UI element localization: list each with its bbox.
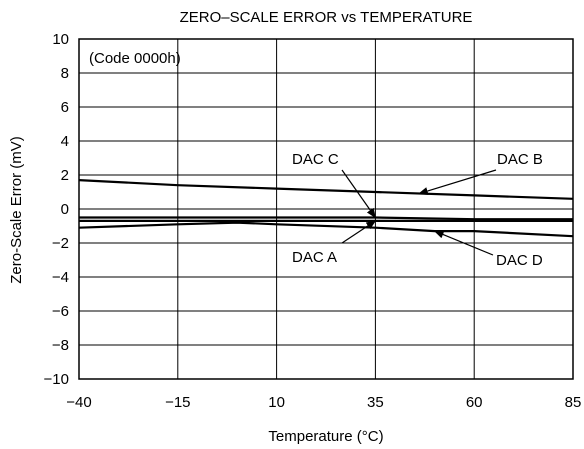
x-axis-label: Temperature (°C) (268, 428, 383, 445)
series-line-dac-c (79, 216, 573, 221)
y-tick-label: −8 (52, 337, 69, 354)
annotation-arrow-dac-b (417, 169, 497, 195)
y-tick-label: 2 (61, 167, 69, 184)
y-tick-labels: 10 8 6 4 2 0 −2 −4 −6 −8 −10 (44, 31, 69, 388)
x-tick-label: 10 (268, 394, 285, 411)
annotation-label-dac-b: DAC B (497, 151, 543, 168)
y-tick-label: 0 (61, 201, 69, 218)
annotation-label-dac-a: DAC A (292, 249, 337, 266)
y-axis-label: Zero-Scale Error (mV) (8, 136, 25, 284)
series-line-dac-d (78, 221, 574, 238)
y-tick-label: 8 (61, 65, 69, 82)
y-tick-label: 4 (61, 133, 69, 150)
series-lines (78, 179, 574, 238)
x-tick-labels: −40 −15 10 35 60 85 (66, 394, 581, 411)
x-tick-label: −15 (165, 394, 190, 411)
y-tick-label: −2 (52, 235, 69, 252)
annotation-arrow-dac-a (341, 220, 377, 244)
y-tick-label: 10 (52, 31, 69, 48)
y-tick-label: 6 (61, 99, 69, 116)
x-tick-label: 35 (367, 394, 384, 411)
y-tick-label: −6 (52, 303, 69, 320)
annotation-label-dac-d: DAC D (496, 252, 543, 269)
y-tick-label: −10 (44, 371, 69, 388)
code-note: (Code 0000h) (89, 50, 181, 67)
grid-lines (78, 38, 574, 380)
x-tick-label: −40 (66, 394, 91, 411)
annotation-label-dac-c: DAC C (292, 151, 339, 168)
x-tick-label: 85 (565, 394, 582, 411)
y-tick-label: −4 (52, 269, 69, 286)
series-annotations: DAC C DAC B DAC A DAC D (292, 151, 543, 269)
annotation-arrow-dac-c (341, 169, 376, 219)
plot-frame (78, 38, 574, 380)
x-tick-label: 60 (466, 394, 483, 411)
annotation-arrow-dac-d (433, 230, 494, 256)
series-line-dac-b (78, 179, 574, 200)
chart-title: ZERO–SCALE ERROR vs TEMPERATURE (180, 9, 473, 26)
